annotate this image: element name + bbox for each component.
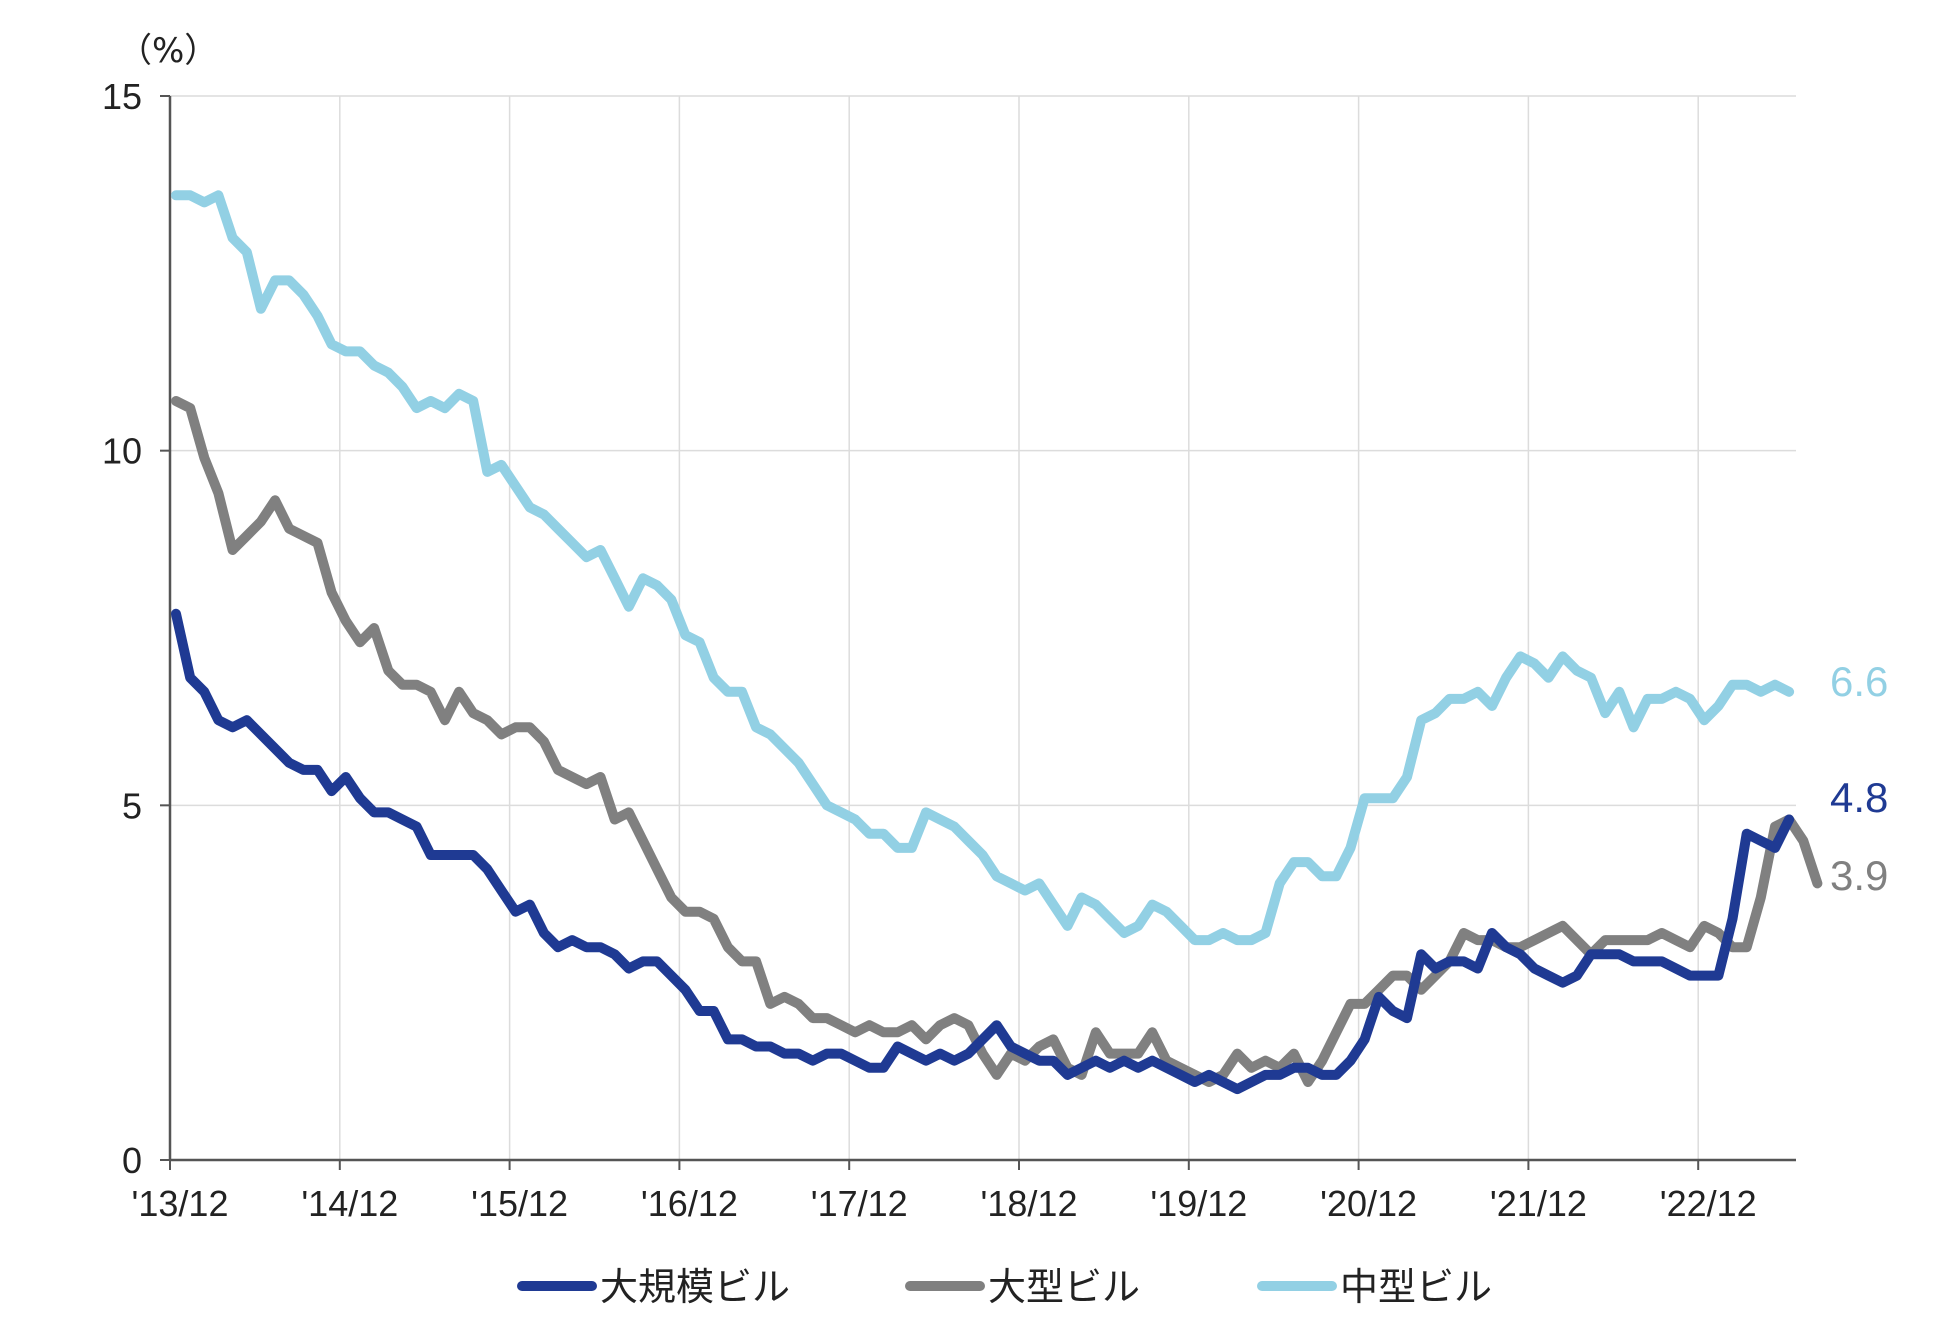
- y-axis-unit-label: （%）: [118, 31, 218, 71]
- series-line-2: [171, 190, 1795, 946]
- x-tick-label: '22/12: [1660, 1183, 1757, 1224]
- y-tick-label: 10: [102, 431, 142, 472]
- x-axis-ticks: '13/12 '14/12 '15/12 '16/12 '17/12 '18/12 '19/…: [132, 1160, 1757, 1224]
- x-tick-label: '17/12: [811, 1183, 908, 1224]
- legend-label: 大規模ビル: [600, 1265, 790, 1309]
- end-value-label: 3.9: [1830, 852, 1888, 899]
- y-tick-label: 0: [122, 1140, 142, 1181]
- x-tick-label: '21/12: [1490, 1183, 1587, 1224]
- axes: [168, 96, 1796, 1162]
- y-axis-ticks: 0 5 10 15: [102, 76, 170, 1181]
- x-tick-label: '13/12: [132, 1183, 229, 1224]
- y-tick-label: 5: [122, 785, 142, 826]
- gridlines: [170, 95, 1796, 1160]
- series-line-0: [171, 608, 1795, 1095]
- legend-label: 中型ビル: [1340, 1265, 1492, 1309]
- x-tick-label: '20/12: [1320, 1183, 1417, 1224]
- x-tick-label: '15/12: [471, 1183, 568, 1224]
- x-tick-label: '16/12: [641, 1183, 738, 1224]
- end-value-label: 4.8: [1830, 774, 1888, 821]
- legend-label: 大型ビル: [988, 1265, 1140, 1309]
- series-lines: [171, 190, 1823, 1095]
- end-value-label: 6.6: [1830, 658, 1888, 705]
- legend: 大規模ビル 大型ビル 中型ビル: [517, 1265, 1492, 1309]
- y-tick-label: 15: [102, 76, 142, 117]
- end-value-labels: 4.8 3.9 6.6: [1830, 658, 1888, 899]
- x-tick-label: '18/12: [981, 1183, 1078, 1224]
- series-line-1: [171, 396, 1823, 1087]
- x-tick-label: '14/12: [301, 1183, 398, 1224]
- x-tick-label: '19/12: [1150, 1183, 1247, 1224]
